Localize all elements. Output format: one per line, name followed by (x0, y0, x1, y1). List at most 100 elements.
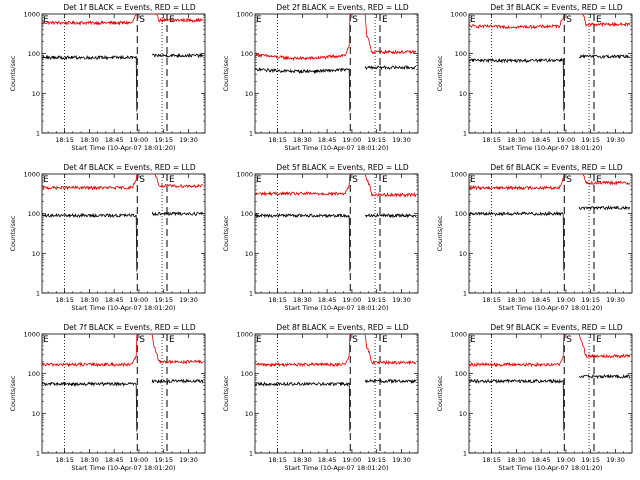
series-events-line (41, 54, 138, 112)
series-lld-line (41, 333, 138, 368)
series-lld-line (468, 13, 565, 30)
panel-svg: Det 3f BLACK = Events, RED = LLD 1 10 100 10… (436, 3, 633, 152)
panel-svg: Det 8f BLACK = Events, RED = LLD 1 10 100 10… (222, 323, 419, 472)
panel-det-3: Det 3f BLACK = Events, RED = LLD 1 10 100 10… (427, 0, 640, 160)
x-tick-label: 19:30 (392, 456, 411, 464)
y-axis-label: Counts/sec (436, 55, 444, 91)
panel-svg: Det 2f BLACK = Events, RED = LLD 1 10 100 10… (222, 3, 419, 152)
x-tick-label: 19:15 (154, 296, 173, 304)
marker-label-S: S (139, 175, 145, 185)
series-lld-line (364, 333, 417, 366)
y-axis-label: Counts/sec (436, 215, 444, 251)
y-tick-label: 1000 (23, 331, 40, 339)
x-tick-label: 18:45 (532, 136, 551, 144)
panel-det-5: Det 5f BLACK = Events, RED = LLD 1 10 100 10… (213, 160, 426, 320)
marker-label-E: E (596, 15, 602, 25)
panel-title: Det 2f BLACK = Events, RED = LLD (276, 3, 409, 12)
x-tick-label: 18:30 (80, 296, 99, 304)
y-tick-label: 1 (249, 450, 253, 458)
marker-label-E: E (169, 175, 175, 185)
x-tick-label: 19:00 (343, 296, 362, 304)
x-tick-label: 19:00 (130, 296, 149, 304)
marker-label-start-E: E (43, 15, 49, 25)
x-tick-label: 18:15 (55, 296, 74, 304)
panel-svg: Det 7f BLACK = Events, RED = LLD 1 10 100 10… (9, 323, 206, 472)
series-events-line (578, 53, 631, 60)
y-tick-label: 1 (249, 290, 253, 298)
series-lld-line (254, 333, 351, 368)
x-axis-label: Start Time (10-Apr-07 18:01:20) (498, 464, 602, 472)
marker-label-S: S (566, 335, 572, 345)
x-tick-label: 19:00 (557, 296, 576, 304)
y-tick-label: 1 (36, 290, 40, 298)
series-events-line (578, 205, 631, 211)
series-events-line (364, 65, 417, 71)
marker-label-S: S (352, 335, 358, 345)
marker-label-S: S (352, 175, 358, 185)
series-lld-line (579, 13, 631, 28)
y-axis-label: Counts/sec (9, 215, 17, 251)
x-tick-label: 19:00 (557, 136, 576, 144)
x-tick-label: 19:00 (343, 136, 362, 144)
x-tick-label: 18:45 (318, 296, 337, 304)
panel-svg: Det 1f BLACK = Events, RED = LLD 1 10 100 10… (9, 3, 206, 152)
y-tick-label: 1000 (450, 331, 467, 339)
series-lld-line (578, 333, 631, 359)
plot-frame (468, 173, 633, 294)
y-tick-label: 100 (455, 210, 467, 218)
x-tick-label: 18:15 (482, 136, 501, 144)
panel-det-1: Det 1f BLACK = Events, RED = LLD 1 10 100 10… (0, 0, 213, 160)
y-tick-label: 1 (463, 450, 467, 458)
y-tick-label: 10 (459, 410, 467, 418)
series-lld-line (41, 13, 138, 26)
x-axis-label: Start Time (10-Apr-07 18:01:20) (71, 144, 175, 152)
series-lld-line (151, 333, 204, 365)
x-tick-label: 19:30 (179, 456, 198, 464)
series-lld-line (579, 173, 631, 186)
y-tick-label: 1 (463, 290, 467, 298)
marker-label-start-E: E (470, 335, 476, 345)
x-axis-label: Start Time (10-Apr-07 18:01:20) (498, 144, 602, 152)
plot-frame (468, 333, 633, 454)
series-lld-line (468, 173, 565, 191)
series-events-line (364, 378, 417, 384)
x-tick-label: 18:45 (532, 296, 551, 304)
marker-label-E: E (596, 335, 602, 345)
marker-label-S: S (139, 335, 145, 345)
panel-det-4: Det 4f BLACK = Events, RED = LLD 1 10 100 10… (0, 160, 213, 320)
x-tick-label: 18:15 (268, 456, 287, 464)
panel-title: Det 7f BLACK = Events, RED = LLD (63, 323, 196, 332)
marker-label-E: E (382, 15, 388, 25)
series-events-line (578, 373, 631, 380)
series-lld-line (152, 173, 204, 189)
y-tick-label: 1000 (236, 11, 253, 19)
y-tick-label: 1 (36, 450, 40, 458)
y-axis-label: Counts/sec (9, 55, 17, 91)
x-tick-label: 18:15 (268, 296, 287, 304)
x-tick-label: 18:30 (507, 296, 526, 304)
y-tick-label: 100 (455, 370, 467, 378)
x-axis-label: Start Time (10-Apr-07 18:01:20) (71, 464, 175, 472)
x-tick-label: 18:15 (482, 296, 501, 304)
y-tick-label: 1000 (236, 171, 253, 179)
y-tick-label: 10 (245, 410, 253, 418)
panel-title: Det 9f BLACK = Events, RED = LLD (490, 323, 623, 332)
x-tick-label: 19:30 (179, 136, 198, 144)
x-tick-label: 18:15 (55, 456, 74, 464)
x-axis-label: Start Time (10-Apr-07 18:01:20) (498, 304, 602, 312)
panel-det-2: Det 2f BLACK = Events, RED = LLD 1 10 100 10… (213, 0, 426, 160)
y-tick-label: 10 (459, 90, 467, 98)
x-tick-label: 19:00 (343, 456, 362, 464)
y-tick-label: 100 (241, 210, 253, 218)
marker-label-start-E: E (470, 15, 476, 25)
marker-label-start-E: E (43, 175, 49, 185)
x-tick-label: 19:00 (130, 456, 149, 464)
x-tick-label: 19:30 (392, 136, 411, 144)
series-events-line (468, 210, 565, 272)
y-axis-label: Counts/sec (222, 215, 230, 251)
y-tick-label: 1000 (450, 171, 467, 179)
plot-frame (468, 13, 633, 134)
x-tick-label: 18:30 (507, 456, 526, 464)
y-tick-label: 100 (28, 210, 40, 218)
